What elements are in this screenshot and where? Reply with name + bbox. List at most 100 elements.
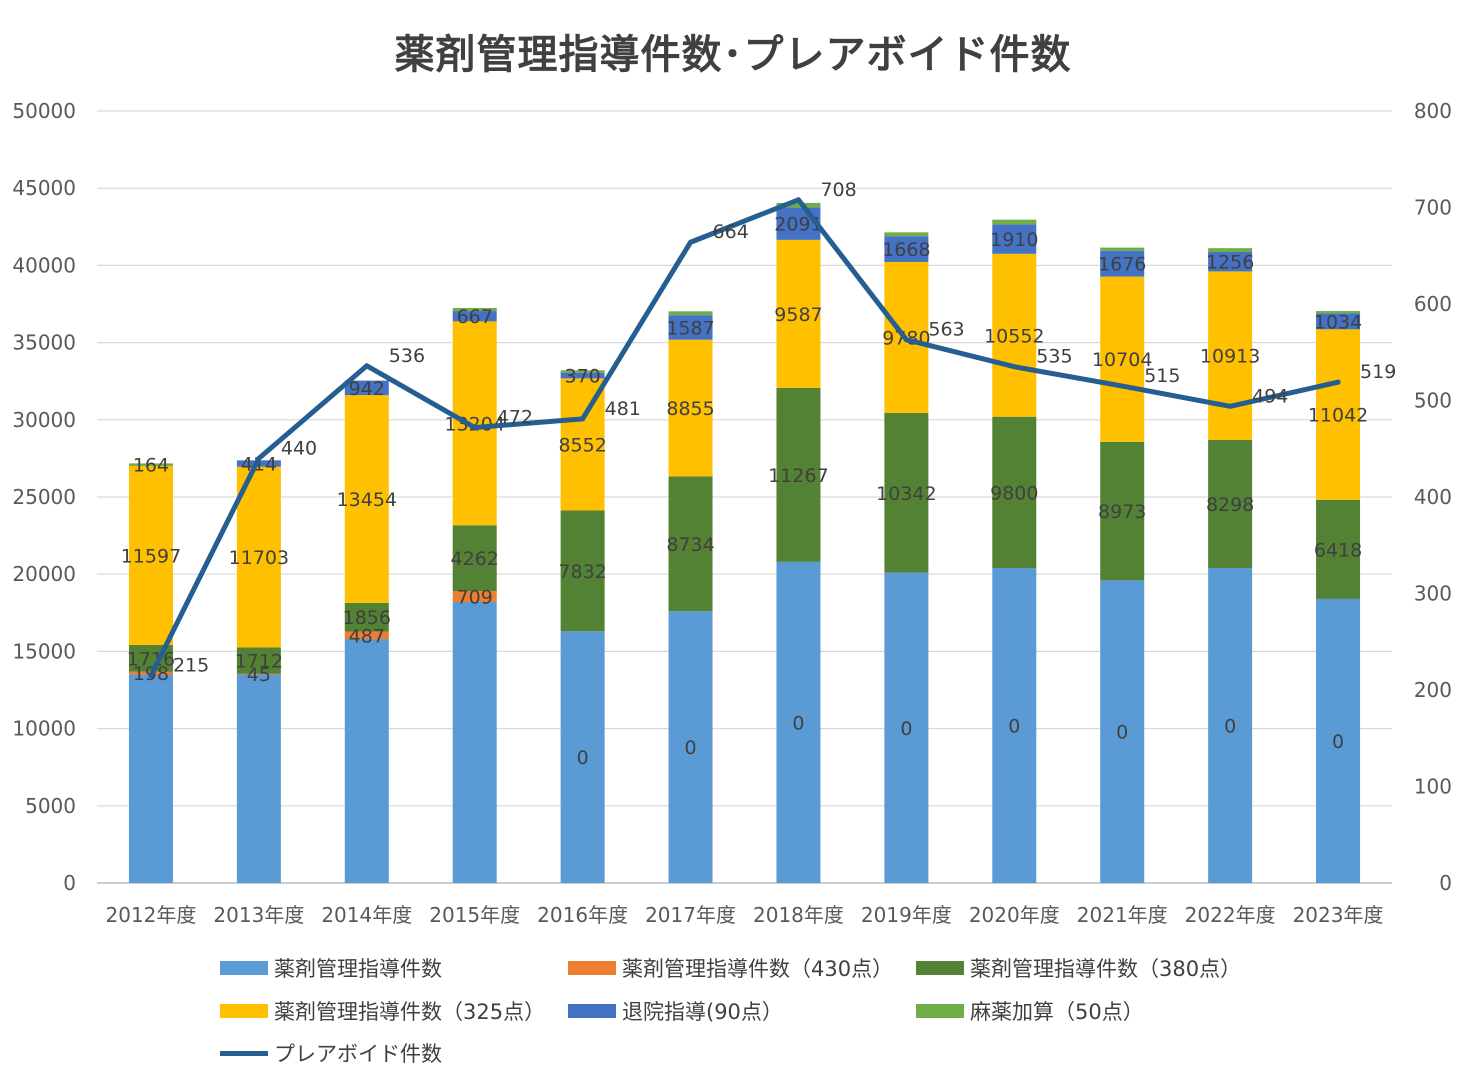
- line-data-label: 708: [820, 179, 856, 201]
- y-right-tick-label: 700: [1414, 196, 1452, 220]
- bar-segment: [668, 311, 713, 316]
- bar-data-label: 1668: [882, 239, 930, 261]
- bar-data-label: 11267: [768, 465, 828, 487]
- bar-data-label: 10342: [876, 483, 936, 505]
- y-left-tick-label: 30000: [12, 408, 76, 432]
- y-left-tick-label: 5000: [25, 794, 76, 818]
- line-point: [1335, 379, 1341, 385]
- bar-data-label: 709: [457, 587, 493, 609]
- bar-segment: [1100, 441, 1145, 581]
- bar-data-label: 6418: [1314, 539, 1362, 561]
- bar-segment: [344, 395, 389, 603]
- line-data-label: 215: [173, 655, 209, 677]
- bar-segment: [128, 463, 173, 466]
- bar-segment: [560, 372, 605, 379]
- bar-data-label: 9587: [774, 304, 822, 326]
- y-left-tick-label: 15000: [12, 639, 76, 663]
- line-point: [148, 673, 154, 679]
- bar-data-label: 0: [1116, 722, 1128, 744]
- y-left-tick-label: 20000: [12, 562, 76, 586]
- bar-data-label: 11597: [121, 545, 181, 567]
- bar-data-label: 1910: [990, 229, 1038, 251]
- bar-segment: [1316, 313, 1361, 330]
- bar-segment: [452, 525, 497, 592]
- bar-data-label: 164: [133, 455, 169, 477]
- bar-segment: [344, 631, 389, 640]
- bar-data-label: 1856: [343, 607, 391, 629]
- line-point: [1119, 383, 1125, 389]
- bar-data-label: 10704: [1092, 349, 1152, 371]
- x-tick-label: 2014年度: [321, 903, 412, 927]
- x-tick-label: 2021年度: [1077, 903, 1168, 927]
- bar-segment: [1100, 276, 1145, 442]
- y-right-tick-label: 300: [1414, 582, 1452, 606]
- bar-segment: [1316, 329, 1361, 500]
- bar-segment: [1316, 598, 1361, 883]
- bar-segment: [452, 311, 497, 322]
- bar-data-label: 1256: [1206, 252, 1254, 274]
- bar-segment: [344, 639, 389, 883]
- bar-segment: [776, 387, 821, 562]
- line-series-preavoid: [148, 197, 1341, 679]
- bar-data-label: 667: [457, 306, 493, 328]
- bar-data-label: 942: [349, 378, 385, 400]
- bar-data-label: 1676: [1098, 254, 1146, 276]
- bar-data-label: 8973: [1098, 501, 1146, 523]
- line-data-label: 481: [605, 398, 641, 420]
- line-data-label: 519: [1360, 361, 1396, 383]
- bar-segment: [1316, 499, 1361, 599]
- bar-segment: [236, 673, 281, 675]
- bar-data-label: 0: [1224, 716, 1236, 738]
- bar-data-label: 11042: [1308, 405, 1368, 427]
- bar-data-label: 13454: [337, 489, 397, 511]
- bar-segment: [992, 219, 1037, 225]
- bar-data-label: 8298: [1206, 494, 1254, 516]
- bar-segment: [1100, 580, 1145, 883]
- bar-segment: [452, 601, 497, 883]
- bar-data-label: 1712: [235, 651, 283, 673]
- bar-segment: [776, 207, 821, 240]
- bar-segment: [1100, 247, 1145, 251]
- y-left-tick-label: 50000: [12, 99, 76, 123]
- bar-segment: [128, 465, 173, 646]
- line-point: [795, 197, 801, 203]
- bar-segment: [452, 321, 497, 526]
- y-left-tick-label: 0: [63, 871, 76, 895]
- bar-data-label: 10913: [1200, 346, 1260, 368]
- y-right-tick-label: 800: [1414, 99, 1452, 123]
- bar-data-label: 8552: [558, 434, 606, 456]
- bar-segment: [560, 510, 605, 632]
- y-right-tick-label: 600: [1414, 292, 1452, 316]
- bar-segment: [1208, 271, 1253, 440]
- bar-segment: [884, 412, 929, 573]
- x-tick-label: 2020年度: [969, 903, 1060, 927]
- x-tick-label: 2019年度: [861, 903, 952, 927]
- line-data-label: 536: [389, 345, 425, 367]
- bar-data-label: 45: [247, 664, 271, 686]
- bar-segment: [236, 466, 281, 648]
- bar-segment: [344, 602, 389, 632]
- bar-segment: [668, 611, 713, 883]
- line-data-label: 472: [497, 407, 533, 429]
- bar-segment: [992, 253, 1037, 417]
- line-point: [1011, 364, 1017, 370]
- y-right-tick-label: 200: [1414, 678, 1452, 702]
- bar-segment: [1208, 248, 1253, 253]
- y-left-tick-label: 10000: [12, 717, 76, 741]
- bar-segment: [992, 224, 1037, 254]
- x-tick-label: 2015年度: [429, 903, 520, 927]
- bar-data-label: 9800: [990, 482, 1038, 504]
- x-tick-label: 2012年度: [106, 903, 197, 927]
- line-data-label: 535: [1036, 346, 1072, 368]
- bar-data-label: 414: [241, 454, 277, 476]
- line-point: [1227, 403, 1233, 409]
- bar-data-label: 11703: [229, 547, 289, 569]
- line-data-label: 440: [281, 437, 317, 459]
- chart-title: 薬剤管理指導件数･プレアボイド件数: [394, 32, 1072, 78]
- bar-segment: [992, 416, 1037, 569]
- bar-data-label: 1587: [666, 317, 714, 339]
- bar-segment: [452, 307, 497, 312]
- x-tick-label: 2013年度: [213, 903, 304, 927]
